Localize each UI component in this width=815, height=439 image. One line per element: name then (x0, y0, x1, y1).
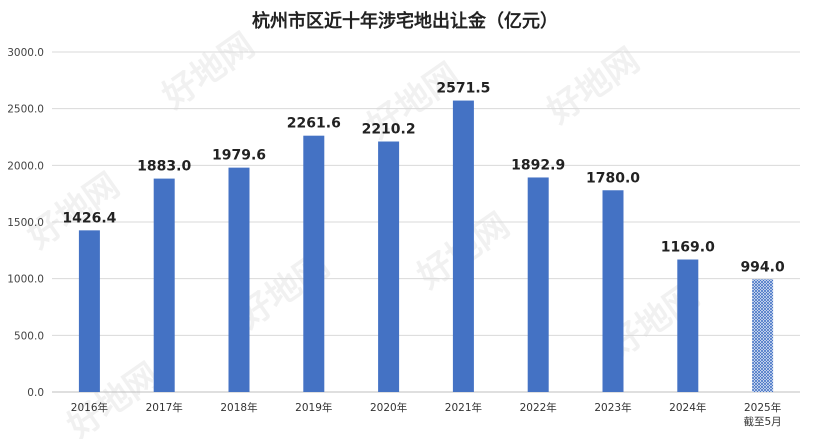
data-labels: 1426.4 1883.0 1979.6 2261.6 2210.2 2571.5 1892… (62, 81, 785, 276)
bar (602, 190, 624, 392)
gridlines (52, 51, 800, 393)
chart-title: 杭州市区近十年涉宅地出让金（亿元） (252, 10, 558, 32)
x-tick-sublabel: 截至5月 (744, 415, 782, 428)
x-tick-label: 2025年 (744, 401, 781, 414)
bar (527, 177, 549, 392)
watermark-text: 好地网 (540, 40, 647, 132)
x-tick-label: 2023年 (594, 401, 631, 414)
bar (303, 135, 325, 392)
x-axis: 2016年 2017年 2018年 2019年 2020年 2021年 2022年 2023年… (71, 401, 782, 428)
data-label: 994.0 (740, 259, 785, 275)
bars (78, 100, 774, 393)
bar (153, 178, 175, 392)
data-label: 1979.6 (212, 148, 266, 164)
x-tick-label: 2020年 (370, 401, 407, 414)
data-label: 2210.2 (362, 122, 416, 138)
x-tick-label: 2018年 (220, 401, 257, 414)
data-label: 1169.0 (661, 240, 715, 256)
x-tick-label: 2016年 (71, 401, 108, 414)
data-label: 2261.6 (287, 116, 341, 132)
y-tick-label: 1500.0 (7, 217, 44, 229)
watermark-text: 好地网 (155, 25, 262, 117)
watermark-text: 好地网 (60, 355, 167, 439)
data-label: 1892.9 (511, 157, 565, 173)
x-tick-label: 2022年 (520, 401, 557, 414)
x-tick-label: 2017年 (146, 401, 183, 414)
y-axis: 0.0 500.0 1000.0 1500.0 2000.0 2500.0 3000.0 (7, 47, 44, 399)
y-tick-label: 2000.0 (7, 160, 44, 172)
y-tick-label: 0.0 (27, 387, 44, 399)
y-tick-label: 1000.0 (7, 274, 44, 286)
y-tick-label: 500.0 (14, 330, 44, 342)
bar (677, 259, 699, 392)
y-tick-label: 2500.0 (7, 104, 44, 116)
x-tick-label: 2019年 (295, 401, 332, 414)
bar-partial-year (752, 279, 774, 392)
data-label: 1883.0 (137, 159, 191, 175)
bar (78, 230, 100, 392)
data-label: 2571.5 (436, 81, 490, 97)
data-label: 1780.0 (586, 170, 640, 186)
bar (228, 167, 250, 392)
bar (452, 100, 474, 393)
y-tick-label: 3000.0 (7, 47, 44, 59)
bar (378, 141, 400, 392)
data-label: 1426.4 (62, 210, 116, 226)
x-tick-label: 2024年 (669, 401, 706, 414)
x-tick-label: 2021年 (445, 401, 482, 414)
